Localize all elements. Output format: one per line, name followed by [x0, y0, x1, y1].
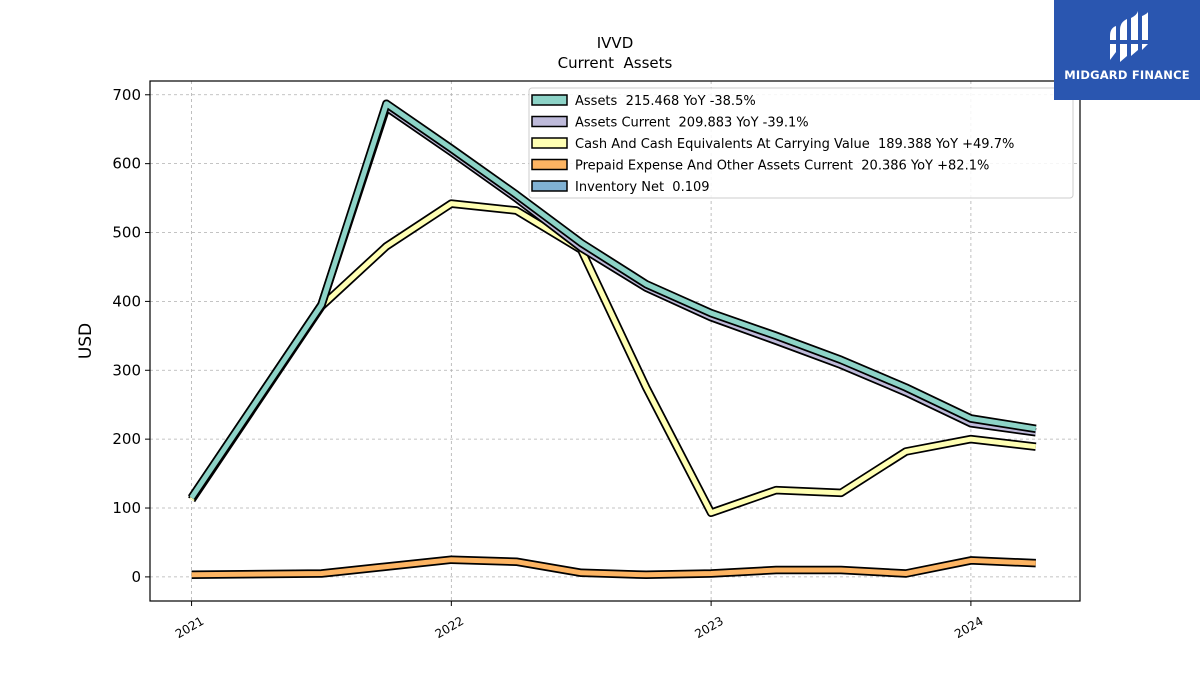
- y-tick-label: 300: [112, 361, 141, 379]
- mf-monogram-icon: [1108, 11, 1148, 62]
- x-tick-label: 2024: [952, 614, 985, 641]
- series-lines: [188, 99, 1037, 580]
- y-tick-label: 100: [112, 499, 141, 517]
- series-outline-cash-and-cash-equivalents-at-carrying-value: [188, 199, 1037, 518]
- y-axis: 0 100 200 300 400 500 600 700: [112, 86, 150, 586]
- y-axis-label: USD: [76, 323, 96, 359]
- x-axis: 2021 2022 2023 2024: [173, 601, 986, 641]
- legend-entry: Prepaid Expense And Other Assets Current…: [575, 159, 989, 174]
- legend-swatch: [531, 180, 568, 192]
- chart-title: IVVD: [597, 34, 634, 52]
- chart-subtitle: Current Assets: [558, 54, 673, 72]
- legend-swatch: [531, 137, 568, 149]
- legend-box: [528, 87, 1074, 199]
- x-tick-label: 2021: [173, 614, 206, 641]
- legend: Assets 215.468 YoY -38.5% Assets Current …: [528, 87, 1074, 199]
- brand-name: MIDGARD FINANCE: [1064, 68, 1190, 82]
- legend-entry: Assets 215.468 YoY -38.5%: [575, 94, 756, 109]
- legend-entry: Assets Current 209.883 YoY -39.1%: [575, 116, 809, 131]
- legend-swatch: [531, 94, 568, 106]
- y-tick-label: 600: [112, 155, 141, 173]
- x-tick-label: 2022: [433, 614, 466, 641]
- brand-logo: MIDGARD FINANCE: [1054, 0, 1200, 100]
- legend-entry: Cash And Cash Equivalents At Carrying Va…: [575, 137, 1014, 152]
- y-tick-label: 500: [112, 224, 141, 242]
- legend-swatch: [531, 115, 568, 128]
- legend-swatch: [531, 158, 568, 171]
- series-line-cash-and-cash-equivalents-at-carrying-value: [189, 201, 1037, 516]
- y-tick-label: 400: [112, 292, 141, 310]
- y-tick-label: 0: [131, 568, 141, 586]
- y-tick-label: 200: [112, 430, 141, 448]
- x-tick-label: 2023: [692, 614, 725, 641]
- plot-frame: [149, 80, 1081, 602]
- y-tick-label: 700: [112, 86, 141, 104]
- series-line-assets: [189, 101, 1037, 500]
- legend-entry: Inventory Net 0.109: [575, 180, 710, 195]
- series-line-prepaid-expense-and-other-assets-current: [191, 557, 1036, 578]
